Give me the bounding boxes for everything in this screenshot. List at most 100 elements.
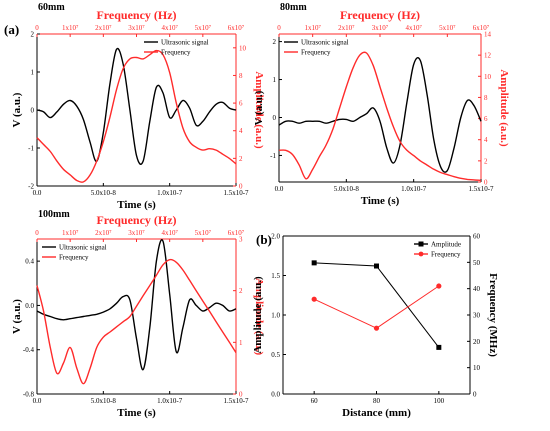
x2-tick-label: 6x10⁷ (473, 24, 490, 32)
data-point (311, 260, 317, 266)
legend-label: Frequency (161, 49, 191, 57)
y-tick-label: 2 (31, 31, 35, 39)
x-axis-label: Time (s) (361, 195, 400, 207)
data-point (311, 296, 317, 302)
y2-tick-label: 0 (473, 391, 477, 399)
y2-tick-label: 10 (473, 364, 481, 372)
y-tick-label: -1 (270, 152, 276, 160)
panel-b-label: (b) (256, 232, 272, 247)
x2-tick-label: 5x10⁷ (195, 229, 212, 237)
series-line-frequency (36, 258, 237, 385)
y-tick-label: 1.5 (271, 272, 280, 280)
chart-panel-4: 60 80 100 0.0 0.5 1.0 1.5 2.0 0 10 20 30 40 50 60 Dista… (252, 233, 499, 420)
y2-tick-label: 8 (484, 94, 488, 102)
y2-tick-label: 3 (239, 236, 243, 244)
chart-panel-1: 0.0 5.0x10-8 1.0x10-7 1.5x10-7-2-1012024681… (11, 2, 265, 211)
y2-tick-label: 40 (473, 285, 481, 293)
y-tick-label: 0.0 (271, 391, 280, 399)
x-tick-label: 1.5x10-7 (223, 397, 249, 405)
x-tick-label: 0.0 (275, 185, 284, 193)
y-tick-label: 0 (31, 107, 35, 115)
legend-label: Frequency (59, 254, 89, 262)
legend-label: Amplitude (431, 241, 461, 249)
x-axis-label: Distance (mm) (342, 407, 411, 419)
x-tick-label: 1.5x10-7 (223, 189, 249, 197)
distance-tag: 100mm (38, 209, 70, 220)
x-tick-label: 5.0x10-8 (91, 189, 117, 197)
x2-tick-label: 3x10⁷ (128, 24, 145, 32)
x-axis-label: Time (s) (117, 407, 156, 419)
series-line-frequency (313, 285, 440, 329)
data-point (436, 344, 442, 350)
y2-tick-label: 8 (239, 72, 243, 80)
x-tick-label: 1.5x10-7 (468, 185, 494, 193)
y-tick-label: 2 (273, 38, 277, 46)
y-axis-label: V (a.u.) (253, 90, 265, 125)
series-line-signal (314, 262, 440, 348)
y2-tick-label: 0 (484, 179, 488, 187)
y2-tick-label: 50 (473, 259, 481, 267)
x-tick-label: 60 (311, 397, 319, 405)
y2-tick-label: 14 (484, 31, 492, 39)
y2-tick-label: 20 (473, 338, 481, 346)
x2-tick-label: 5x10⁷ (439, 24, 456, 32)
y2-axis-label: Amplitude (a.u.) (498, 69, 510, 147)
x2-tick-label: 6x10⁷ (228, 229, 245, 237)
y-tick-label: -0.8 (23, 391, 35, 399)
legend-marker (418, 251, 424, 257)
x2-tick-label: 2x10⁷ (338, 24, 355, 32)
chart-title: Frequency (Hz) (96, 8, 176, 22)
x2-tick-label: 6x10⁷ (228, 24, 245, 32)
x2-tick-label: 2x10⁷ (95, 24, 112, 32)
x-tick-label: 80 (373, 397, 381, 405)
y2-tick-label: 60 (473, 233, 481, 241)
x-axis-label: Time (s) (117, 199, 156, 211)
x-tick-label: 1.0x10-7 (157, 397, 183, 405)
chart-panel-3: 0.0 5.0x10-8 1.0x10-7 1.5x10-7 -0.8 -0.4 0.0 0.… (11, 209, 265, 419)
x2-tick-label: 3x10⁷ (372, 24, 389, 32)
y2-tick-label: 12 (484, 52, 492, 60)
y2-axis-label: Frequency (MHz) (487, 273, 499, 357)
y-tick-label: 0.4 (25, 258, 34, 266)
legend-label: Frequency (431, 251, 461, 259)
y-tick-label: 0.0 (25, 302, 34, 310)
y2-tick-label: 2 (239, 287, 243, 295)
x-tick-label: 0.0 (33, 397, 42, 405)
x2-tick-label: 4x10⁷ (161, 229, 178, 237)
legend-label: Ultrasonic signal (59, 244, 107, 252)
panel-a-label: (a) (4, 22, 19, 37)
series-line-signal (36, 47, 237, 165)
x2-tick-label: 3x10⁷ (128, 229, 145, 237)
y-tick-label: -1 (28, 145, 34, 153)
y-tick-label: 1 (273, 76, 277, 84)
y2-tick-label: 1 (239, 339, 243, 347)
chart-title: Frequency (Hz) (340, 8, 420, 22)
x2-tick-label: 1x10⁷ (62, 24, 79, 32)
y2-axis-label: Amplitude (a.u.) (253, 71, 265, 149)
x-tick-label: 100 (434, 397, 445, 405)
x-tick-label: 0.0 (33, 189, 42, 197)
y-axis-label: V (a.u.) (11, 299, 23, 334)
series-line-signal (36, 239, 237, 371)
y2-tick-label: 30 (473, 312, 481, 320)
y-tick-label: -2 (28, 183, 34, 191)
y2-tick-label: 0 (239, 183, 243, 191)
x2-tick-label: 4x10⁷ (161, 24, 178, 32)
series-line-frequency (36, 49, 237, 183)
x2-tick-label: 0 (35, 24, 39, 32)
y-tick-label: 0 (273, 114, 277, 122)
x-tick-label: 5.0x10-8 (91, 397, 117, 405)
distance-tag: 80mm (280, 2, 307, 13)
y2-tick-label: 2 (484, 157, 488, 165)
distance-tag: 60mm (38, 2, 65, 13)
data-point (374, 263, 379, 269)
y-tick-label: -0.4 (23, 346, 35, 354)
y-axis-label: Amplitude (a.u.) (252, 276, 264, 354)
y2-tick-label: 6 (239, 100, 243, 108)
x-tick-label: 1.0x10-7 (401, 185, 427, 193)
y2-tick-label: 4 (484, 136, 488, 144)
chart-panel-2: 0.0 5.0x10-8 1.0x10-7 1.5x10-7-101202468101… (253, 2, 510, 207)
y2-tick-label: 6 (484, 115, 488, 123)
y2-tick-label: 10 (484, 73, 492, 81)
